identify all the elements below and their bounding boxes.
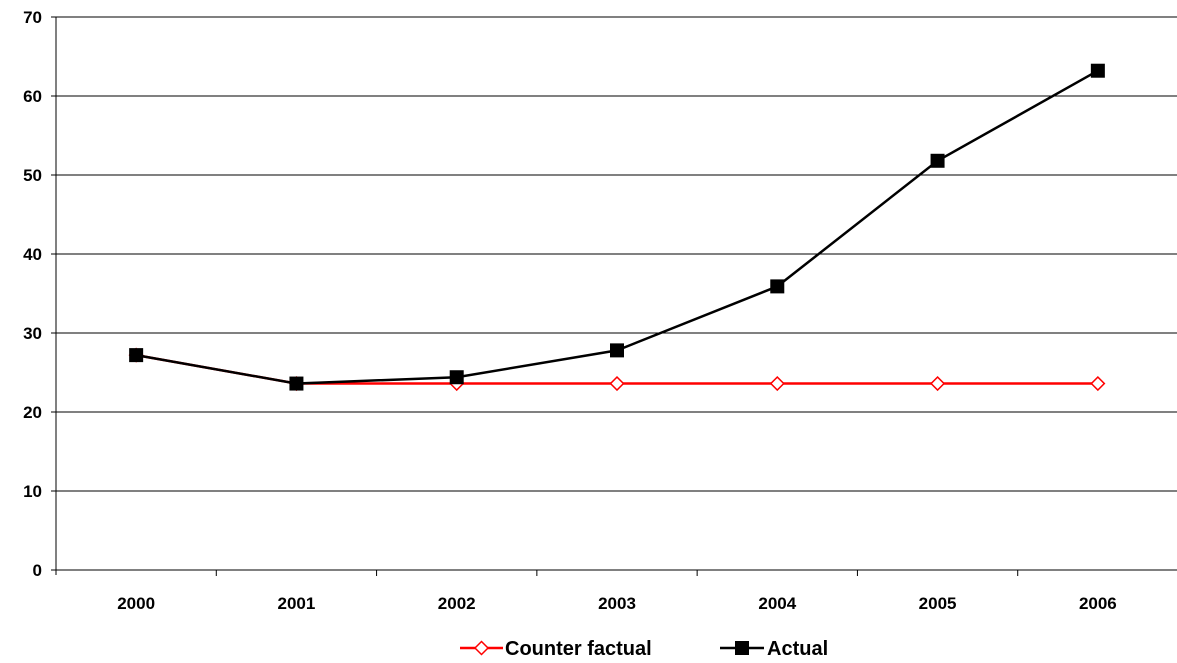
- data-point: [930, 375, 946, 392]
- y-tick-label: 30: [23, 324, 42, 343]
- x-tick-label: 2003: [598, 594, 636, 613]
- data-point: [609, 375, 625, 392]
- y-tick-label: 10: [23, 482, 42, 501]
- legend-item-actual: Actual: [720, 638, 828, 660]
- x-tick-label: 2004: [758, 594, 796, 613]
- x-axis-ticks: 2000 2001 2002 2003 2004 2005 2006: [117, 570, 1117, 613]
- y-tick-label: 70: [23, 8, 42, 27]
- legend-marker: [473, 640, 490, 656]
- axes: [55, 17, 1177, 575]
- x-tick-label: 2001: [278, 594, 316, 613]
- y-axis-ticks: 0 10 20 30 40 50 60 70: [23, 8, 56, 580]
- x-tick-label: 2005: [919, 594, 957, 613]
- y-tick-label: 40: [23, 245, 42, 264]
- data-point: [769, 375, 785, 392]
- legend-marker: [735, 641, 749, 655]
- x-tick-label: 2006: [1079, 594, 1117, 613]
- y-tick-label: 60: [23, 87, 42, 106]
- series-line: [135, 69, 1099, 385]
- data-point: [129, 348, 144, 363]
- legend-item-counter-factual: Counter factual: [460, 638, 652, 660]
- data-point: [289, 376, 304, 391]
- data-point: [449, 370, 464, 385]
- data-point: [610, 343, 624, 358]
- data-point: [770, 279, 785, 294]
- series-layer: [128, 63, 1106, 392]
- series-actual: [129, 63, 1105, 391]
- data-point: [930, 153, 945, 168]
- gridlines: [56, 16, 1177, 492]
- legend: Counter factual Actual: [460, 638, 828, 660]
- y-tick-label: 20: [23, 403, 42, 422]
- y-tick-label: 50: [23, 166, 42, 185]
- data-point: [1090, 63, 1105, 78]
- legend-label: Actual: [767, 638, 828, 660]
- x-tick-label: 2000: [117, 594, 155, 613]
- data-point: [1090, 375, 1106, 392]
- y-tick-label: 0: [33, 561, 42, 580]
- x-tick-label: 2002: [438, 594, 476, 613]
- legend-label: Counter factual: [505, 638, 652, 660]
